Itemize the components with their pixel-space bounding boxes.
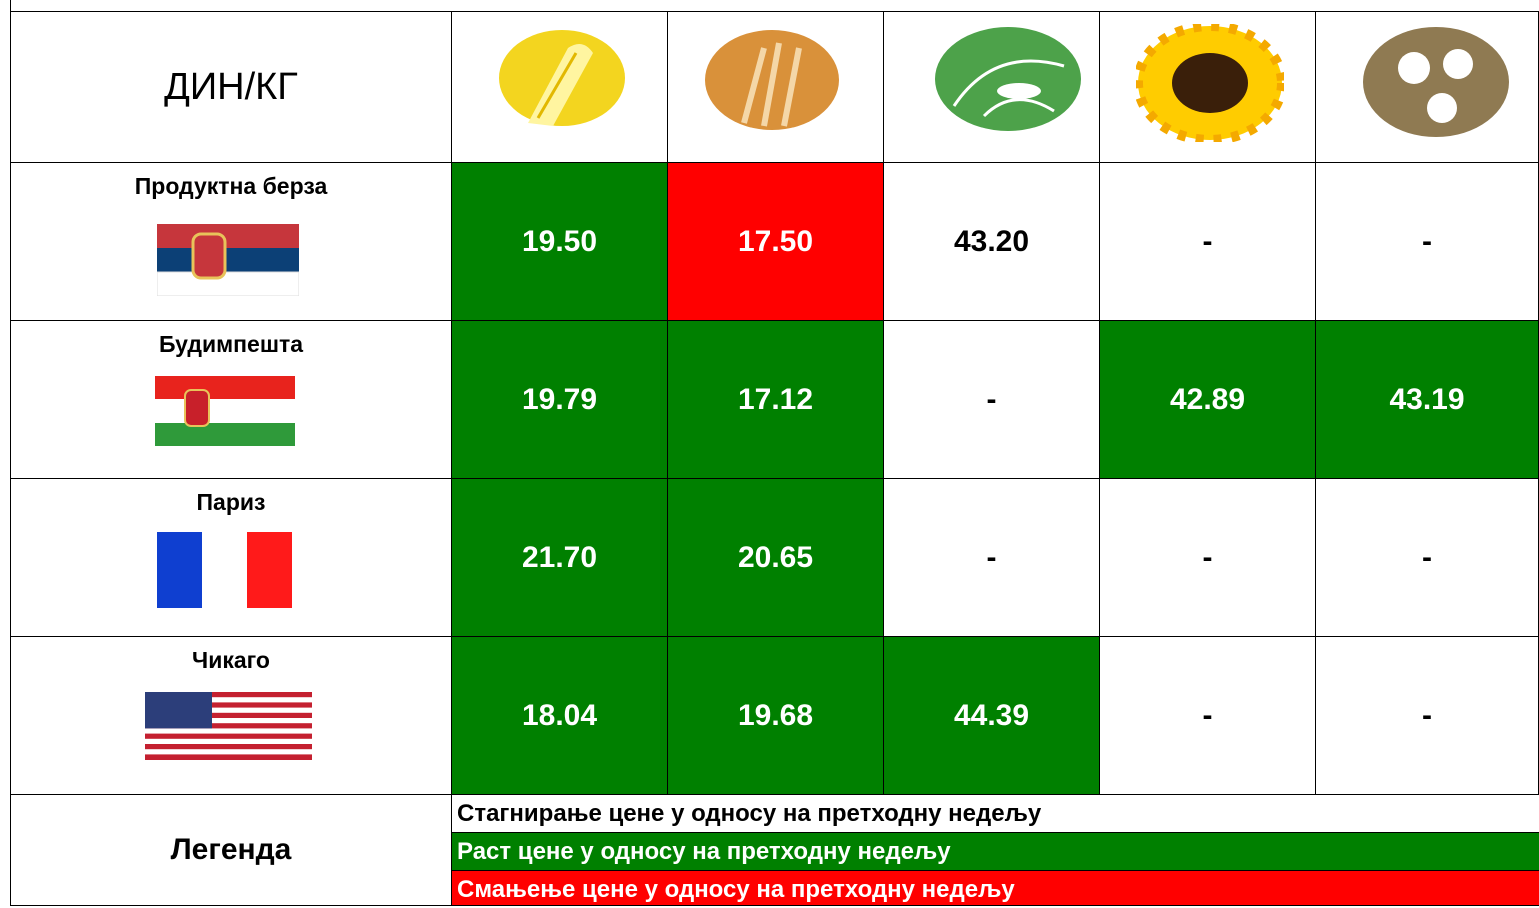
hungary-flag [155,376,295,446]
price-cell: 19.68 [668,637,884,795]
france-flag [157,532,292,608]
price-cell: 21.70 [452,479,668,637]
sunflower-icon [1136,24,1284,142]
price-cell: 43.19 [1316,321,1539,479]
price-cell: 19.79 [452,321,668,479]
price-cell: 19.50 [452,163,668,321]
legend-item: Раст цене у односу на претходну недељу [452,833,1539,871]
legend-item: Стагнирање цене у односу на претходну не… [452,795,1539,833]
price-cell: - [1100,163,1316,321]
price-cell: - [1316,479,1539,637]
cotton-icon [1362,26,1510,138]
corn-icon [498,28,626,128]
price-cell: - [1316,163,1539,321]
price-table: ДИН/КГ Продуктна берза19.5017.5043.20--Б… [0,0,1539,906]
price-cell: 17.12 [668,321,884,479]
unit-header: ДИН/КГ [10,12,452,163]
price-cell: 20.65 [668,479,884,637]
price-cell: - [884,321,1100,479]
serbia-flag [157,224,299,296]
price-cell: - [1316,637,1539,795]
price-cell: 18.04 [452,637,668,795]
legend-item: Смањење цене у односу на претходну недељ… [452,871,1539,906]
price-cell: 42.89 [1100,321,1316,479]
top-strip [10,0,1539,12]
price-cell: - [1100,637,1316,795]
wheat-icon [704,28,840,132]
price-cell: - [1100,479,1316,637]
price-cell: - [884,479,1100,637]
price-cell: 44.39 [884,637,1100,795]
soy-icon [934,26,1082,132]
price-cell: 43.20 [884,163,1100,321]
price-cell: 17.50 [668,163,884,321]
legend-title: Легенда [10,795,452,906]
usa-flag [145,692,312,760]
